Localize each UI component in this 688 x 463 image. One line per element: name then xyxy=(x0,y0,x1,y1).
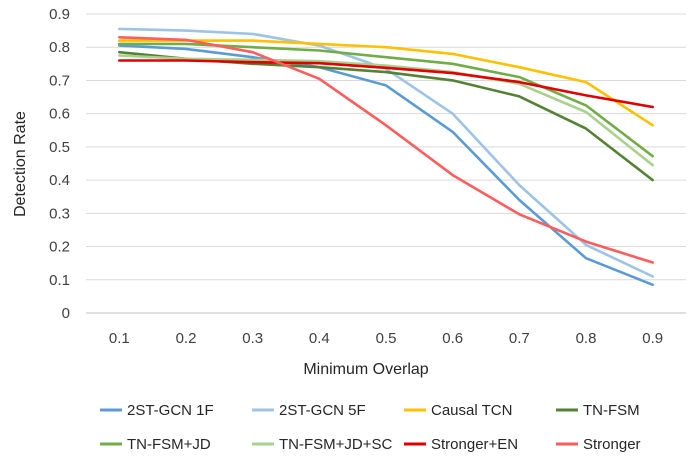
legend-label: Causal TCN xyxy=(431,402,512,419)
legend-label: TN-FSM+JD xyxy=(127,436,211,453)
y-tick-label: 0.1 xyxy=(49,272,70,289)
legend-item: Stronger xyxy=(556,436,641,453)
y-tick-label: 0.5 xyxy=(49,139,70,156)
legend-item: 2ST-GCN 5F xyxy=(252,402,366,419)
x-tick-label: 0.7 xyxy=(509,330,530,347)
x-tick-label: 0.1 xyxy=(109,330,130,347)
y-axis-title: Detection Rate xyxy=(12,111,29,217)
series-line-tn-fsm-jd-sc xyxy=(118,54,655,167)
series-line-2st-gcn-1f xyxy=(118,44,655,287)
x-tick-label: 0.6 xyxy=(442,330,463,347)
series-line-stronger xyxy=(118,35,655,264)
series-line-causal-tcn xyxy=(118,39,655,127)
legend-item: TN-FSM xyxy=(556,402,640,419)
y-tick-label: 0.2 xyxy=(49,239,70,256)
series-lines xyxy=(118,27,655,287)
x-axis-ticks: 0.1 0.2 0.3 0.4 0.5 0.6 0.7 0.8 0.9 xyxy=(109,330,663,347)
legend: 2ST-GCN 1F 2ST-GCN 5F Causal TCN TN-FSM TN-F… xyxy=(100,402,641,453)
legend-label: TN-FSM+JD+SC xyxy=(279,436,393,453)
legend-label: 2ST-GCN 5F xyxy=(279,402,366,419)
x-axis-title: Minimum Overlap xyxy=(303,361,428,378)
legend-item: Stronger+EN xyxy=(404,436,518,453)
x-tick-label: 0.9 xyxy=(642,330,663,347)
x-tick-label: 0.8 xyxy=(576,330,597,347)
y-tick-label: 0 xyxy=(62,305,70,322)
y-axis-ticks: 0 0.1 0.2 0.3 0.4 0.5 0.6 0.7 0.8 0.9 xyxy=(49,6,70,322)
y-tick-label: 0.6 xyxy=(49,106,70,123)
y-tick-label: 0.7 xyxy=(49,72,70,89)
x-tick-label: 0.2 xyxy=(176,330,197,347)
legend-label: Stronger xyxy=(583,436,641,453)
series-line-tn-fsm xyxy=(118,50,655,182)
x-tick-label: 0.5 xyxy=(376,330,397,347)
y-tick-label: 0.3 xyxy=(49,205,70,222)
y-tick-label: 0.9 xyxy=(49,6,70,23)
legend-item: Causal TCN xyxy=(404,402,512,419)
legend-label: Stronger+EN xyxy=(431,436,518,453)
legend-item: 2ST-GCN 1F xyxy=(100,402,214,419)
legend-item: TN-FSM+JD xyxy=(100,436,211,453)
x-tick-label: 0.3 xyxy=(242,330,263,347)
legend-label: TN-FSM xyxy=(583,402,640,419)
legend-item: TN-FSM+JD+SC xyxy=(252,436,393,453)
series-line-stronger-en xyxy=(118,59,655,109)
x-tick-label: 0.4 xyxy=(309,330,330,347)
y-tick-label: 0.4 xyxy=(49,172,70,189)
legend-label: 2ST-GCN 1F xyxy=(127,402,214,419)
y-tick-label: 0.8 xyxy=(49,39,70,56)
